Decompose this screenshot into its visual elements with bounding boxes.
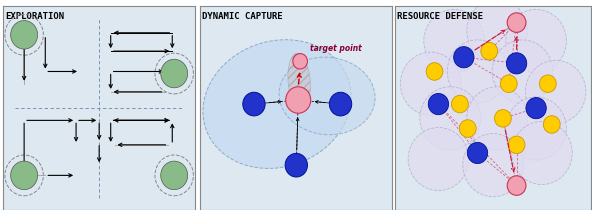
Circle shape [481, 42, 498, 60]
Circle shape [506, 9, 567, 72]
Circle shape [293, 54, 307, 69]
Circle shape [285, 153, 307, 177]
Circle shape [525, 60, 586, 123]
Circle shape [286, 87, 311, 113]
Circle shape [424, 9, 484, 72]
Circle shape [161, 161, 188, 190]
Circle shape [543, 116, 560, 133]
Circle shape [466, 0, 527, 62]
Text: EXPLORATION: EXPLORATION [5, 12, 64, 21]
Circle shape [494, 110, 511, 127]
Circle shape [507, 13, 526, 32]
Circle shape [400, 52, 461, 115]
Circle shape [11, 21, 38, 49]
Circle shape [329, 92, 352, 116]
Circle shape [539, 75, 556, 92]
Circle shape [453, 47, 474, 68]
Text: target point: target point [310, 44, 362, 53]
Circle shape [459, 120, 476, 137]
Circle shape [467, 142, 488, 164]
Ellipse shape [279, 57, 375, 135]
Circle shape [426, 63, 443, 80]
Circle shape [506, 53, 527, 74]
Circle shape [506, 97, 567, 160]
Circle shape [466, 87, 527, 150]
Circle shape [11, 161, 38, 190]
Circle shape [492, 40, 553, 103]
Circle shape [463, 134, 523, 197]
Circle shape [161, 59, 188, 88]
Ellipse shape [288, 53, 310, 110]
Circle shape [526, 98, 546, 119]
Circle shape [452, 95, 468, 113]
Circle shape [508, 136, 525, 154]
Circle shape [243, 92, 265, 116]
Circle shape [428, 93, 449, 115]
Circle shape [511, 121, 572, 185]
Circle shape [500, 75, 517, 92]
Ellipse shape [203, 40, 351, 168]
Circle shape [447, 40, 508, 103]
Text: RESOURCE DEFENSE: RESOURCE DEFENSE [397, 12, 484, 21]
Circle shape [408, 127, 469, 191]
Circle shape [420, 87, 481, 150]
Text: DYNAMIC CAPTURE: DYNAMIC CAPTURE [202, 12, 282, 21]
Circle shape [507, 176, 526, 195]
